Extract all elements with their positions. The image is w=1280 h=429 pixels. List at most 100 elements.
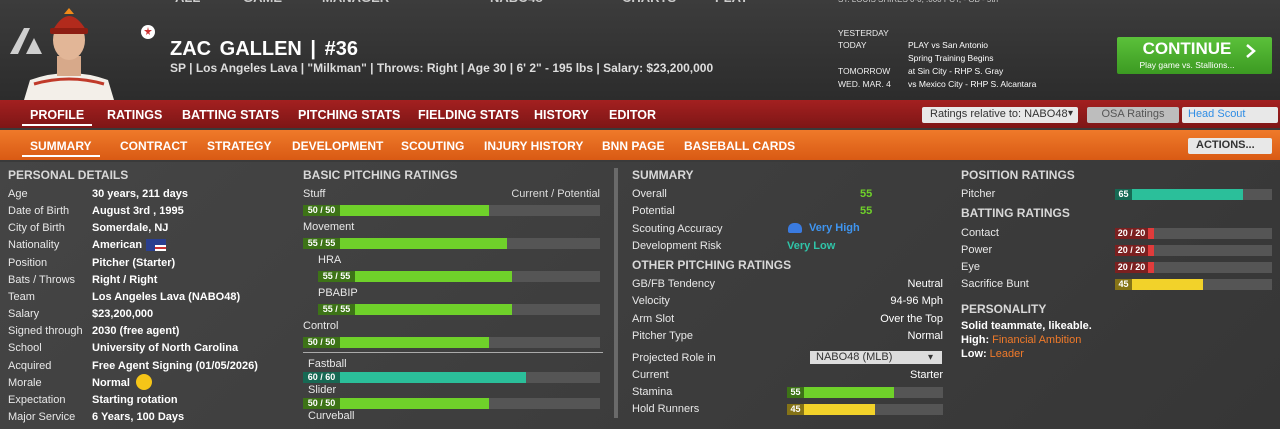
player-name: ZAC GALLEN | #36 <box>170 38 358 60</box>
personality-value: Financial Ambition <box>992 334 1082 346</box>
content <box>0 162 1280 429</box>
detail-label: Team <box>8 290 35 303</box>
team-logo <box>10 28 42 54</box>
tab[interactable]: FIELDING STATS <box>418 108 519 122</box>
schedule-day: TOMORROW <box>838 66 891 76</box>
current-value: Starter <box>909 369 943 381</box>
tab[interactable]: EDITOR <box>609 108 656 122</box>
detail-value: University of North Carolina <box>92 342 239 355</box>
top-nav-item[interactable]: GAME <box>243 0 282 5</box>
continue-sub[interactable]: Play game vs. Stallions... <box>1139 60 1235 70</box>
detail-value: Somerdale, NJ <box>92 222 169 235</box>
top-nav-item[interactable]: CHARTS <box>622 0 676 5</box>
summary-label: Scouting Accuracy <box>632 223 723 235</box>
subtab[interactable]: SUMMARY <box>22 139 100 157</box>
section-title: SUMMARY <box>632 168 694 182</box>
tab[interactable]: RATINGS <box>107 108 163 122</box>
top-nav-item[interactable]: MANAGER <box>322 0 389 5</box>
detail-label: Age <box>8 188 28 200</box>
detail-label: School <box>8 342 42 355</box>
head-scout-button[interactable]: Head Scout <box>1182 107 1278 123</box>
subtab[interactable]: STRATEGY <box>207 139 272 153</box>
bar-label: Pitcher <box>961 188 996 200</box>
header <box>0 0 1280 100</box>
other-value: Normal <box>907 329 943 342</box>
risk-value: Very Low <box>787 240 836 252</box>
rating-name: HRA <box>318 254 342 266</box>
continue-button[interactable] <box>1117 37 1272 74</box>
detail-label: Acquired <box>8 359 52 372</box>
detail-value: Los Angeles Lava (NABO48) <box>92 290 241 303</box>
subtab[interactable]: DEVELOPMENT <box>292 139 384 153</box>
rating-label: 20 / 20 <box>1115 245 1148 256</box>
role-label: Projected Role in <box>632 352 716 364</box>
rating-label: 50 / 50 <box>303 205 340 216</box>
bar-label: Eye <box>961 261 980 273</box>
tab[interactable]: BATTING STATS <box>182 108 280 122</box>
role-select-arrow: ▾ <box>928 352 934 363</box>
other-label: Arm Slot <box>632 312 675 325</box>
schedule-day: TODAY <box>838 40 867 50</box>
pitch-name: Slider <box>308 384 337 396</box>
summary-label: Potential <box>632 205 675 217</box>
ratings-select[interactable]: Ratings relative to: NABO48 <box>922 107 1078 123</box>
detail-label: Salary <box>8 308 40 321</box>
summary-label: Overall <box>632 188 667 200</box>
summary-value: 55 <box>860 188 873 200</box>
rating-bar <box>303 238 508 249</box>
bar-label: Sacrifice Bunt <box>961 278 1029 290</box>
top-nav-item[interactable]: NABO48 <box>490 0 543 5</box>
tab[interactable]: PITCHING STATS <box>298 108 401 122</box>
rating-label: 55 / 55 <box>303 238 340 249</box>
subtab[interactable]: SCOUTING <box>401 139 465 153</box>
tab[interactable]: HISTORY <box>534 108 589 122</box>
other-label: Velocity <box>632 295 670 308</box>
scout-icon <box>788 223 802 233</box>
section-title: BASIC PITCHING RATINGS <box>303 168 458 182</box>
rating-label: 45 <box>787 404 804 415</box>
detail-value: Pitcher (Starter) <box>92 256 176 269</box>
other-value: Neutral <box>907 278 943 290</box>
rating-bar <box>1115 228 1155 239</box>
detail-value: Starting rotation <box>92 393 178 406</box>
osa-button[interactable]: OSA Ratings <box>1087 107 1179 123</box>
rating-name: Stuff <box>303 188 326 200</box>
player-details: SP | Los Angeles Lava | "Milkman" | Thro… <box>170 61 714 75</box>
schedule-day: WED. MAR. 4 <box>838 79 891 89</box>
subtab[interactable]: BNN PAGE <box>602 139 665 153</box>
team-badge <box>141 25 155 39</box>
detail-value: 30 years, 211 days <box>92 188 189 200</box>
subtab[interactable]: CONTRACT <box>120 139 188 153</box>
subtab[interactable]: INJURY HISTORY <box>484 139 584 153</box>
top-nav-item[interactable]: ALL <box>175 0 200 5</box>
tab[interactable]: PROFILE <box>22 108 93 126</box>
top-nav-item[interactable]: PLAY <box>715 0 748 5</box>
rating-name: Control <box>303 320 339 332</box>
rating-bar <box>318 304 512 315</box>
schedule-event: vs Mexico City - RHP S. Alcantara <box>908 79 1037 89</box>
schedule-event: at Sin City - RHP S. Gray <box>908 66 1004 76</box>
section-title: PERSONALITY <box>961 302 1047 316</box>
detail-value: 2030 (free agent) <box>92 325 180 338</box>
detail-value: 6 Years, 100 Days <box>92 410 185 423</box>
section-title: BATTING RATINGS <box>961 206 1070 220</box>
personality-value: Leader <box>989 348 1024 360</box>
detail-label: Bats / Throws <box>8 273 76 286</box>
detail-value: Free Agent Signing (01/05/2026) <box>92 359 258 372</box>
schedule-event: PLAY vs San Antonio <box>908 40 989 50</box>
detail-value: $23,200,000 <box>92 308 154 321</box>
section-title: POSITION RATINGS <box>961 168 1075 182</box>
summary-value: 55 <box>860 205 873 217</box>
section-title: OTHER PITCHING RATINGS <box>632 258 792 272</box>
detail-label: Position <box>8 256 48 269</box>
actions-button[interactable]: ACTIONS... <box>1188 138 1272 154</box>
scouting-value: Very High <box>809 222 860 234</box>
continue-label[interactable]: CONTINUE <box>1142 39 1232 58</box>
bar-label: Hold Runners <box>632 403 700 415</box>
rating-label: 60 / 60 <box>303 372 340 383</box>
rating-name: PBABIP <box>318 287 358 299</box>
role-select[interactable]: NABO48 (MLB) <box>810 351 942 364</box>
detail-label: Date of Birth <box>8 205 70 218</box>
subtab[interactable]: BASEBALL CARDS <box>684 139 796 153</box>
